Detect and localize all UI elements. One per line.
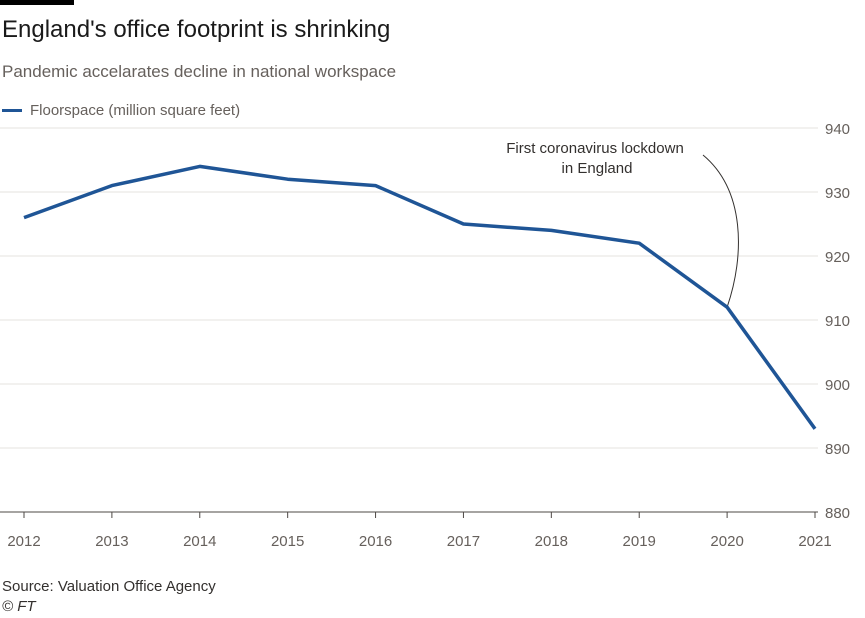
chart-subtitle: Pandemic accelarates decline in national… xyxy=(2,62,397,81)
y-tick-label: 890 xyxy=(825,441,850,458)
x-tick-label: 2020 xyxy=(710,533,743,550)
copyright: © FT xyxy=(2,598,36,615)
y-tick-label: 880 xyxy=(825,505,850,522)
x-tick-label: 2013 xyxy=(95,533,128,550)
series-line-floorspace xyxy=(23,164,817,430)
y-axis-ticks: 880 890 900 910 920 930 940 xyxy=(825,121,850,522)
x-tick-label: 2012 xyxy=(7,533,40,550)
x-tick-label: 2019 xyxy=(623,533,656,550)
x-tick-label: 2018 xyxy=(535,533,568,550)
gridlines xyxy=(0,127,818,513)
annotation-connector xyxy=(702,154,739,308)
source-note: Source: Valuation Office Agency xyxy=(2,578,216,595)
annotation: First coronavirus lockdown in England xyxy=(506,140,739,308)
x-tick-label: 2021 xyxy=(798,533,831,550)
ft-brand-bar xyxy=(0,0,74,5)
footer: Source: Valuation Office Agency © FT xyxy=(2,577,216,617)
y-tick-label: 900 xyxy=(825,377,850,394)
y-tick-label: 920 xyxy=(825,249,850,266)
annotation-line-1: First coronavirus lockdown xyxy=(506,140,684,157)
y-tick-label: 930 xyxy=(825,185,850,202)
legend: Floorspace (million square feet) xyxy=(2,100,240,120)
x-axis-ticks: 2012 2013 2014 2015 2016 2017 2018 2019 2020 2021 xyxy=(7,512,832,550)
x-tick-label: 2017 xyxy=(447,533,480,550)
x-tick-label: 2016 xyxy=(359,533,392,550)
annotation-line-2: in England xyxy=(562,160,633,177)
y-tick-label: 940 xyxy=(825,121,850,138)
chart-title: England's office footprint is shrinking xyxy=(2,16,391,43)
legend-label: Floorspace (million square feet) xyxy=(30,101,241,119)
series-layer xyxy=(23,164,817,430)
x-tick-label: 2014 xyxy=(183,533,216,550)
x-tick-label: 2015 xyxy=(271,533,304,550)
y-tick-label: 910 xyxy=(825,313,850,330)
legend-swatch xyxy=(2,108,22,112)
